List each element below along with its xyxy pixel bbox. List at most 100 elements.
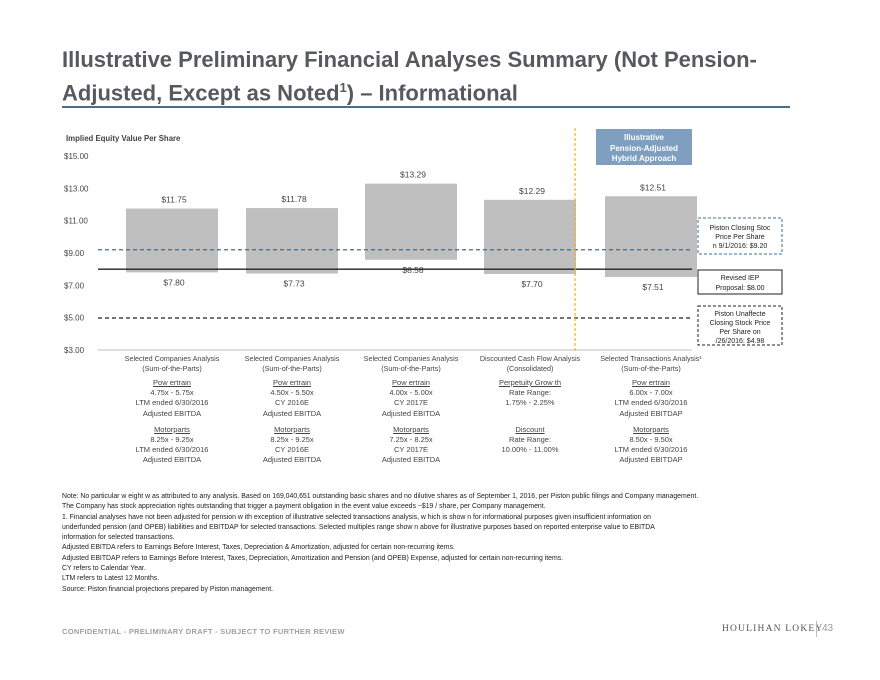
criteria-line: CY 2017E [393, 398, 429, 408]
category-label: Selected Transactions Analysis¹ [600, 354, 702, 363]
y-tick-label: $15.00 [64, 152, 89, 161]
criteria-block: Pow ertrain 4.50x - 5.50x CY 2016E Adjusted… [227, 378, 357, 466]
y-tick-label: $5.00 [64, 314, 85, 323]
note-line: Adjusted EBITDAP refers to Earnings Befo… [62, 554, 564, 562]
criteria-line: 4.50x - 5.50x [270, 388, 314, 398]
note-line: The Company has stock appreciation right… [62, 503, 546, 511]
pension-adjusted-text: Hybrid Approach [612, 154, 677, 163]
criteria-line: LTM ended 6/30/2016 [135, 398, 209, 408]
criteria-line: CY 2016E [274, 445, 310, 455]
low-value-label: $7.51 [642, 282, 664, 292]
criteria-line: Pow ertrain [273, 378, 311, 387]
page-title: Illustrative Preliminary Financial Analy… [62, 47, 757, 106]
criteria-line: Adjusted EBITDA [381, 455, 441, 465]
note-line: underfunded pension (and OPEB) liabiliti… [62, 523, 655, 531]
iep-proposal-callout-text: Proposal: $8.00 [715, 285, 764, 292]
criteria-line: LTM ended 6/30/2016 [135, 445, 209, 455]
y-tick-label: $13.00 [64, 184, 89, 193]
iep-proposal-callout-text: Revised IEP [721, 275, 760, 282]
unaffected-price-callout-text: Closing Stock Price [710, 320, 771, 327]
stock-price-callout-text: Price Per Share [715, 234, 765, 241]
y-tick-label: $9.00 [64, 249, 85, 258]
criteria-block: Pow ertrain 4.00x - 5.00x CY 2017E Adjusted… [346, 378, 476, 466]
category-sublabel: (Sum-of-the-Parts) [142, 364, 202, 373]
y-tick-label: $3.00 [64, 346, 85, 355]
criteria-line: Rate Range: [508, 435, 552, 445]
criteria-line: 8.50x - 9.50x [629, 435, 673, 445]
category-label: Selected Companies Analysis [125, 354, 220, 363]
criteria-line: Adjusted EBITDAP [619, 408, 683, 418]
title-divider [62, 106, 790, 108]
criteria-line: 8.25x - 9.25x [270, 435, 314, 445]
category-label: Selected Companies Analysis [364, 354, 459, 363]
criteria-line: Adjusted EBITDA [381, 408, 441, 418]
note-line: LTM refers to Latest 12 Months. [62, 575, 160, 583]
criteria-line: 6.00x - 7.00x [629, 388, 673, 398]
range-bar [246, 208, 338, 274]
criteria-block: Pow ertrain 4.75x - 5.75x LTM ended 6/30/2… [107, 378, 237, 466]
criteria-line: 10.00% - 11.00% [501, 445, 559, 455]
criteria-line: Pow ertrain [632, 378, 670, 387]
criteria-block: Pow ertrain 6.00x - 7.00x LTM ended 6/30/2… [586, 378, 716, 466]
iep-proposal-callout [697, 269, 783, 295]
criteria-line: Motorparts [154, 424, 190, 434]
category-sublabel: (Consolidated) [507, 364, 554, 373]
criteria-line [465, 409, 595, 419]
range-bar [126, 208, 218, 273]
criteria-line: Adjusted EBITDA [142, 455, 202, 465]
pension-adjusted-text: Illustrative [624, 133, 665, 142]
footer-separator [816, 621, 817, 637]
criteria-line: Discount [515, 424, 545, 434]
low-value-label: $7.73 [283, 279, 305, 289]
pension-adjusted-box [596, 129, 692, 165]
high-value-label: $12.51 [640, 182, 666, 192]
criteria-line: 1.75% - 2.25% [505, 398, 555, 408]
category-sublabel: (Sum-of-the-Parts) [381, 364, 441, 373]
criteria-line: Motorparts [393, 424, 429, 434]
range-bar [484, 199, 576, 275]
criteria-line [465, 455, 595, 465]
note-line: information for selected transactions. [62, 534, 175, 542]
criteria-block: Perpetuity Grow th Rate Range: 1.75% - 2.2… [465, 378, 595, 466]
category-label: Selected Companies Analysis [245, 354, 340, 363]
page-number: 43 [822, 623, 834, 634]
pension-adjusted-text: Pension-Adjusted [610, 144, 678, 153]
low-value-label: $7.70 [521, 279, 543, 289]
criteria-line: Pow ertrain [392, 378, 430, 387]
stock-price-callout-text: Piston Closing Stoc [710, 225, 771, 232]
criteria-line: Motorparts [633, 424, 669, 434]
category-sublabel: (Sum-of-the-Parts) [621, 364, 681, 373]
criteria-line: 8.25x - 9.25x [150, 435, 194, 445]
criteria-line: Adjusted EBITDAP [619, 455, 683, 465]
unaffected-price-callout-text: Piston Unaffecte [714, 311, 765, 318]
criteria-line: 7.25x - 8.25x [389, 435, 433, 445]
criteria-line: Pow ertrain [153, 378, 191, 387]
high-value-label: $13.29 [400, 170, 426, 180]
note-line: 1. Financial analyses have not been adju… [62, 513, 651, 521]
range-bar [605, 196, 697, 278]
y-axis-label: Implied Equity Value Per Share [66, 134, 181, 143]
y-tick-label: $11.00 [64, 217, 88, 226]
firm-logo: HOULIHAN LOKEY [722, 624, 824, 634]
confidential-footer: CONFIDENTIAL - PRELIMINARY DRAFT - SUBJE… [62, 627, 345, 636]
unaffected-price-callout-text: /26/2016: $4.98 [716, 338, 765, 345]
criteria-line: LTM ended 6/30/2016 [614, 398, 688, 408]
y-tick-label: $7.00 [64, 281, 85, 290]
criteria-line: Rate Range: [508, 388, 552, 398]
note-line: CY refers to Calendar Year. [62, 565, 146, 573]
footnotes: Note: No particular w eight w as attribu… [62, 492, 782, 595]
unaffected-price-callout [697, 305, 783, 346]
high-value-label: $11.78 [281, 194, 307, 204]
range-bar [365, 183, 457, 260]
criteria-line: Perpetuity Grow th [498, 378, 562, 387]
criteria-line: Adjusted EBITDA [262, 455, 322, 465]
category-label: Discounted Cash Flow Analysis [480, 354, 581, 363]
criteria-line: Adjusted EBITDA [142, 408, 202, 418]
unaffected-price-callout-text: Per Share on [719, 329, 760, 336]
stock-price-callout [697, 217, 783, 255]
note-line: Adjusted EBITDA refers to Earnings Befor… [62, 544, 455, 552]
note-line: Note: No particular w eight w as attribu… [62, 493, 699, 500]
criteria-line: 4.75x - 5.75x [150, 388, 194, 398]
high-value-label: $12.29 [519, 186, 545, 196]
high-value-label: $11.75 [161, 195, 187, 205]
